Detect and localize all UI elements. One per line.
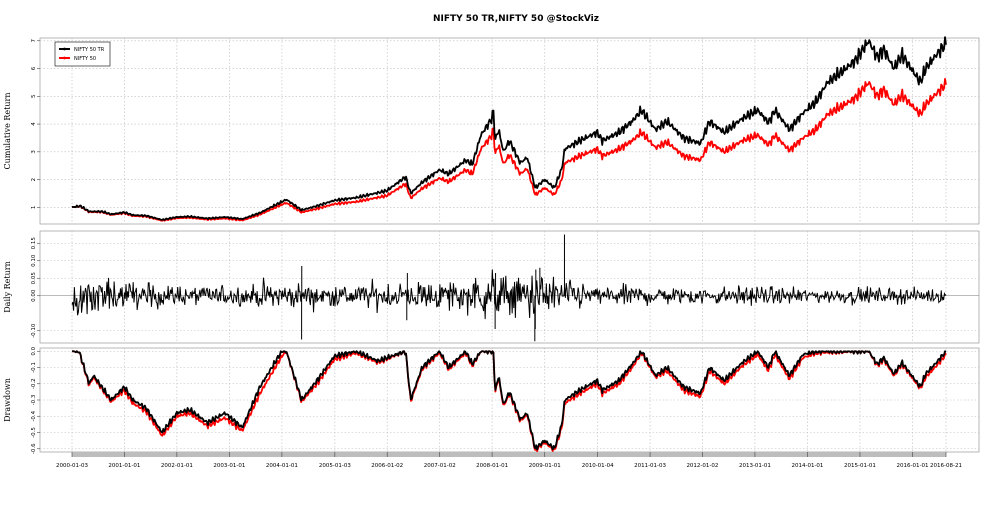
cumulative-y-tick-label: 6 bbox=[31, 66, 37, 70]
chart-legend: NIFTY 50 TR NIFTY 50 bbox=[54, 41, 111, 67]
x-axis-tick-label: 2012-01-02 bbox=[686, 463, 718, 469]
x-axis-tick-label: 2006-01-02 bbox=[371, 463, 403, 469]
daily-y-tick-label: 0.15 bbox=[31, 237, 37, 250]
series-line-daily-return bbox=[71, 234, 947, 342]
cumulative-return-panel: 1 2 3 4 5 6 7 Cumulative Return bbox=[3, 36, 980, 225]
daily-y-tick-label: 0.05 bbox=[31, 272, 37, 285]
drawdown-panel: 0.0 -0.1 -0.2 -0.3 -0.4 -0.5 -0.6 Drawdown bbox=[3, 346, 980, 454]
x-axis-tick-label: 2014-01-01 bbox=[791, 463, 823, 469]
legend-marker-nifty-50 bbox=[63, 56, 66, 60]
drawdown-y-tick-label: -0.3 bbox=[31, 394, 37, 405]
x-axis-tick-label: 2009-01-01 bbox=[529, 463, 561, 469]
x-axis-tick-label: 2007-01-02 bbox=[424, 463, 456, 469]
cumulative-y-tick-label: 7 bbox=[31, 39, 37, 43]
series-line-cumulative-nifty-50-tr bbox=[71, 36, 947, 221]
daily-return-panel: -0.10 0.00 0.05 0.10 0.15 Daily Return bbox=[3, 230, 980, 344]
drawdown-y-tick-label: -0.6 bbox=[31, 443, 37, 454]
daily-y-tick-label: 0.10 bbox=[31, 254, 37, 267]
x-axis-tick-label: 2011-01-03 bbox=[634, 463, 666, 469]
x-axis-tick-label: 2004-01-01 bbox=[266, 463, 298, 469]
legend-label-nifty-50-tr: NIFTY 50 TR bbox=[74, 47, 105, 53]
drawdown-y-tick-label: -0.2 bbox=[31, 378, 37, 389]
cumulative-y-tick-label: 5 bbox=[31, 94, 37, 98]
x-axis-tick-label: 2008-01-01 bbox=[476, 463, 508, 469]
x-axis-tick-label: 2003-01-01 bbox=[213, 463, 245, 469]
daily-plot-frame bbox=[39, 230, 980, 344]
drawdown-y-tick-label: -0.5 bbox=[31, 427, 37, 438]
cumulative-y-tick-label: 3 bbox=[31, 150, 37, 154]
x-axis-tick-label: 2000-01-03 bbox=[56, 463, 88, 469]
chart-title: NIFTY 50 TR,NIFTY 50 @StockViz bbox=[433, 14, 599, 24]
series-line-drawdown-nifty-50-tr bbox=[72, 350, 947, 451]
legend-box bbox=[54, 41, 111, 67]
x-axis-tick-label: 2010-01-04 bbox=[582, 463, 614, 469]
drawdown-y-tick-label: 0.0 bbox=[31, 346, 37, 355]
x-axis-tick-label: 2013-01-01 bbox=[739, 463, 771, 469]
x-axis-tick-label: 2016-08-21 bbox=[930, 463, 962, 469]
daily-y-tick-label: 0.00 bbox=[31, 289, 37, 302]
cumulative-y-axis-label: Cumulative Return bbox=[3, 92, 12, 169]
x-axis-tick-label: 2005-01-03 bbox=[319, 463, 351, 469]
legend-label-nifty-50: NIFTY 50 bbox=[74, 56, 96, 62]
series-line-cumulative-nifty-50 bbox=[71, 77, 947, 222]
drawdown-y-axis-label: Drawdown bbox=[3, 378, 12, 422]
x-axis-range-bar bbox=[72, 452, 946, 457]
x-axis-tick-label: 2001-01-01 bbox=[108, 463, 140, 469]
drawdown-y-tick-label: -0.4 bbox=[31, 410, 37, 421]
cumulative-y-tick-label: 2 bbox=[31, 178, 37, 182]
series-line-drawdown-nifty-50 bbox=[72, 350, 947, 453]
x-axis-tick-label: 2016-01-01 bbox=[896, 463, 928, 469]
daily-y-axis-label: Daily Return bbox=[3, 261, 12, 312]
cumulative-y-tick-label: 1 bbox=[31, 206, 37, 210]
legend-marker-nifty-50-tr bbox=[63, 47, 66, 51]
x-axis-tick-label: 2002-01-01 bbox=[161, 463, 193, 469]
drawdown-y-tick-label: -0.1 bbox=[31, 362, 37, 373]
cumulative-y-tick-label: 4 bbox=[31, 122, 37, 126]
x-axis-tick-label: 2015-01-01 bbox=[844, 463, 876, 469]
cumulative-plot-frame bbox=[39, 37, 980, 225]
daily-y-tick-label: -0.10 bbox=[31, 323, 37, 338]
date-x-axis: 2000-01-03 2001-01-01 2002-01-01 2003-01-01… bbox=[56, 452, 962, 469]
